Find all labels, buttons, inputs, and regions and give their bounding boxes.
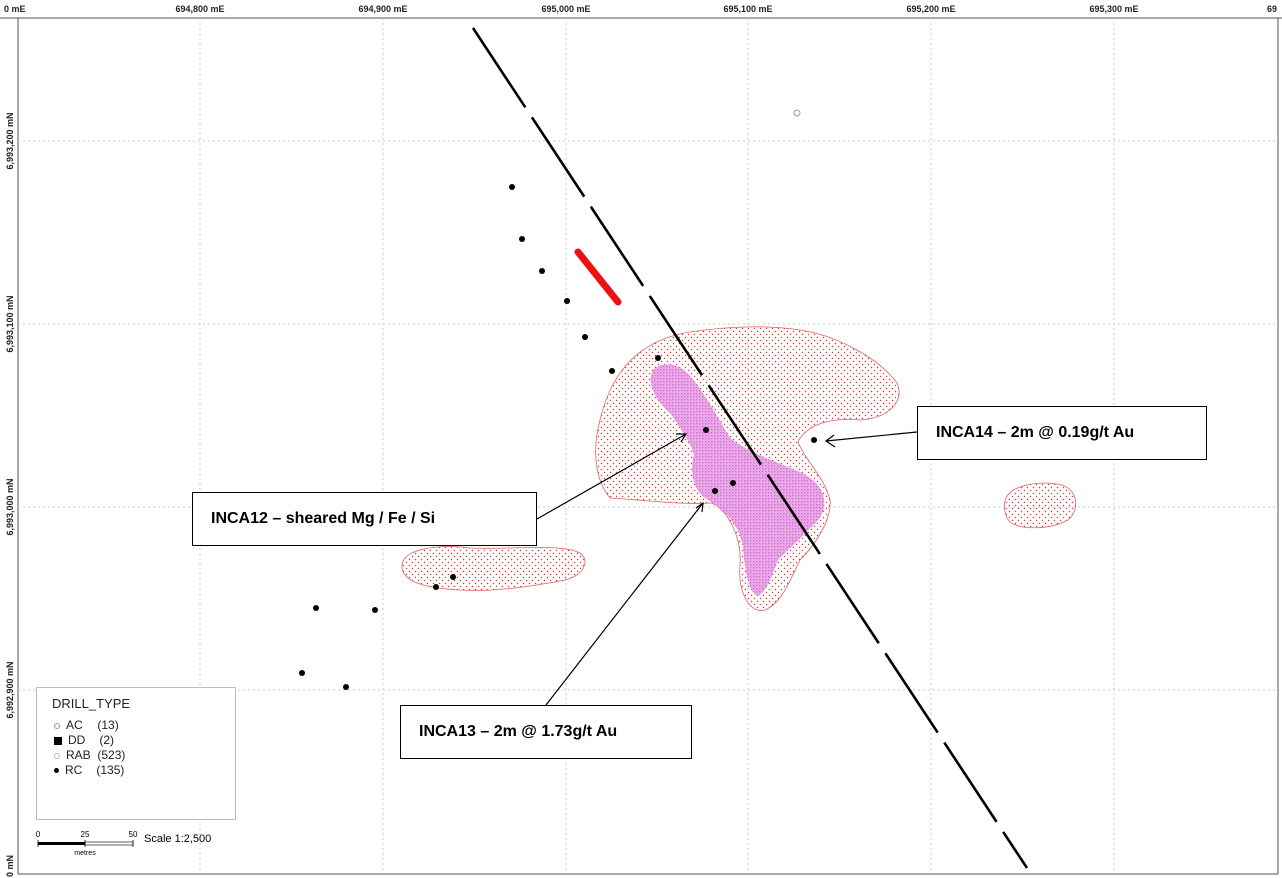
legend-row-rab: RAB (523)	[54, 748, 125, 762]
easting-label-695100: 695,100 mE	[723, 4, 772, 14]
drill-type-legend: DRILL_TYPE AC (13) DD (2) RAB (523) RC (…	[36, 687, 236, 820]
legend-count-dd: (2)	[99, 733, 115, 747]
interpreted-fault-line	[471, 27, 1029, 869]
legend-row-dd: DD (2)	[54, 733, 114, 747]
rc-collar	[313, 605, 319, 611]
dd-drill-trace	[574, 248, 622, 306]
callout-inca12: INCA12 – sheared Mg / Fe / Si	[192, 492, 537, 546]
legend-row-rc: RC (135)	[54, 763, 124, 777]
arrow-inca12-head	[676, 433, 688, 443]
callout-inca13: INCA13 – 2m @ 1.73g/t Au	[400, 705, 692, 759]
legend-count-rab: (523)	[97, 748, 126, 762]
legend-label-dd: DD	[68, 733, 86, 747]
anomaly-core-magenta	[650, 364, 825, 596]
arrow-inca13	[545, 502, 704, 706]
anomaly-polygon-west	[401, 546, 586, 591]
arrow-inca12	[536, 433, 687, 520]
open-circle-icon	[54, 722, 60, 729]
legend-row-ac: AC (13)	[54, 718, 119, 732]
callout-inca13-text: INCA13 – 2m @ 1.73g/t Au	[419, 723, 618, 740]
scale-tick-0: 0	[36, 830, 41, 839]
callout-inca14-text: INCA14 – 2m @ 0.19g/t Au	[936, 424, 1135, 441]
northing-label-6993100: 6,993,100 mN	[5, 295, 15, 352]
callout-inca14: INCA14 – 2m @ 0.19g/t Au	[917, 406, 1207, 460]
callout-arrows	[536, 431, 918, 706]
rc-collar-inca14	[811, 437, 817, 443]
filled-square-icon	[54, 736, 62, 745]
rc-collar-inca13	[712, 488, 718, 494]
rc-hole-collars	[299, 184, 817, 690]
scale-label: Scale 1:2,500	[144, 833, 211, 845]
arrow-inca14	[825, 431, 918, 442]
scale-bar-graphic: 0 25 50 metres Scale 1:2,500	[36, 830, 212, 857]
legend-title: DRILL_TYPE	[52, 696, 131, 711]
scale-unit: metres	[74, 850, 96, 857]
ac-hole-marker	[793, 109, 801, 117]
rc-collar	[609, 368, 615, 374]
easting-label-694800: 694,800 mE	[175, 4, 224, 14]
rc-collar-inca12	[703, 427, 709, 433]
rc-collar	[299, 670, 305, 676]
legend-label-rab: RAB	[66, 748, 91, 762]
rc-collar	[655, 355, 661, 361]
anomaly-polygon-east	[1003, 482, 1076, 529]
scale-bar: 0 25 50 metres Scale 1:2,500	[36, 828, 236, 872]
arrow-inca14-head	[824, 434, 836, 448]
northing-label-edge-bottom: 0 mN	[5, 855, 15, 877]
rc-collar	[582, 334, 588, 340]
easting-label-694900: 694,900 mE	[358, 4, 407, 14]
rc-collar	[564, 298, 570, 304]
easting-label-695300: 695,300 mE	[1089, 4, 1138, 14]
easting-label-695000: 695,000 mE	[541, 4, 590, 14]
easting-label-695200: 695,200 mE	[906, 4, 955, 14]
scale-tick-50: 50	[129, 830, 138, 839]
northing-label-6993200: 6,993,200 mN	[5, 112, 15, 169]
rc-collar	[343, 684, 349, 690]
easting-label-edge-right: 69	[1267, 4, 1277, 14]
arrow-inca13-head	[695, 501, 704, 513]
faint-circle-icon	[54, 752, 60, 759]
rc-collar	[509, 184, 515, 190]
northing-label-6993000: 6,993,000 mN	[5, 478, 15, 535]
rc-collar	[433, 584, 439, 590]
rc-collar	[730, 480, 736, 486]
rc-collar	[539, 268, 545, 274]
scale-tick-25: 25	[81, 830, 90, 839]
legend-label-rc: RC	[65, 763, 83, 777]
rc-collar	[519, 236, 525, 242]
rc-collar	[450, 574, 456, 580]
northing-label-6992900: 6,992,900 mN	[5, 661, 15, 718]
legend-label-ac: AC	[66, 718, 83, 732]
filled-dot-icon	[54, 768, 59, 774]
rc-collar	[372, 607, 378, 613]
legend-count-ac: (13)	[97, 718, 119, 732]
easting-label-edge-left: 0 mE	[4, 4, 26, 14]
legend-count-rc: (135)	[96, 763, 125, 777]
callout-inca12-text: INCA12 – sheared Mg / Fe / Si	[211, 510, 436, 527]
